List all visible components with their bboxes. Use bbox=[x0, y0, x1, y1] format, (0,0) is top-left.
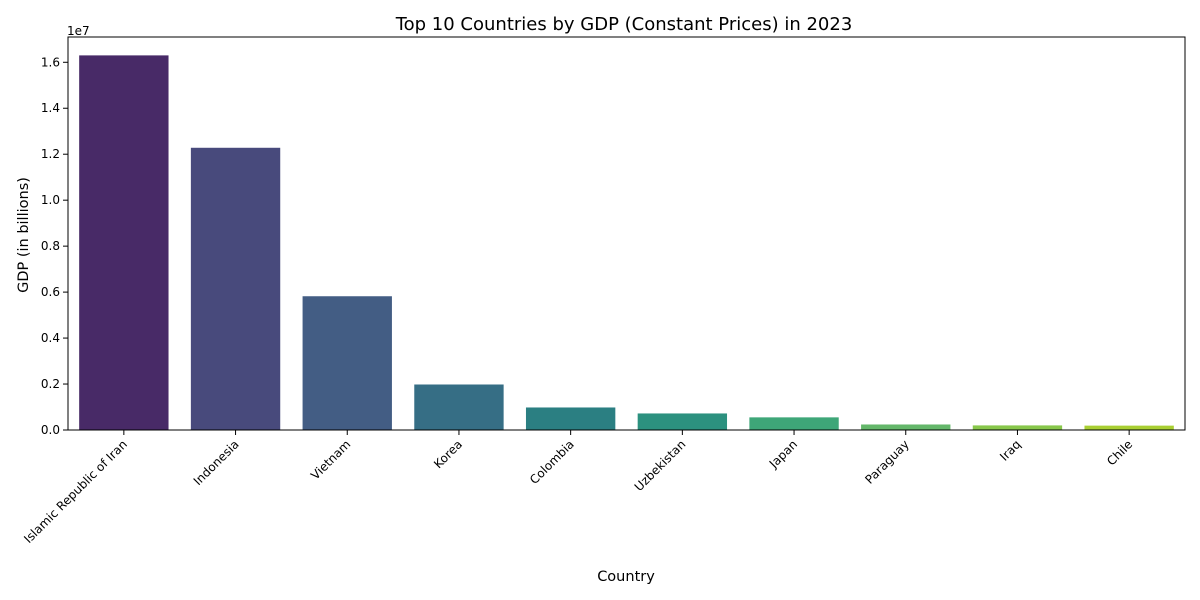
x-tick-label: Chile bbox=[1104, 437, 1135, 468]
bars bbox=[79, 55, 1174, 431]
y-axis-label: GDP (in billions) bbox=[16, 177, 32, 293]
bar-colombia bbox=[525, 407, 616, 430]
y-tick-label: 0.8 bbox=[41, 239, 60, 253]
y-tick-label: 1.6 bbox=[41, 55, 60, 69]
x-tick-label: Indonesia bbox=[191, 437, 242, 488]
x-tick-label: Korea bbox=[431, 437, 465, 471]
y-tick-label: 1.0 bbox=[41, 193, 60, 207]
bar-vietnam bbox=[302, 296, 392, 430]
x-tick-label: Vietnam bbox=[308, 437, 353, 482]
y-axis-offset-label: 1e7 bbox=[67, 24, 90, 38]
bar-korea bbox=[414, 384, 504, 430]
bar-paraguay bbox=[861, 424, 951, 430]
y-tick-label: 0.6 bbox=[41, 285, 60, 299]
x-tick-label: Paraguay bbox=[862, 437, 912, 487]
bar-indonesia bbox=[190, 147, 281, 430]
chart-title: Top 10 Countries by GDP (Constant Prices… bbox=[395, 14, 853, 35]
bar-japan bbox=[749, 417, 839, 430]
x-tick-label: Iraq bbox=[997, 437, 1023, 463]
x-tick-label: Islamic Republic of Iran bbox=[21, 437, 130, 546]
x-tick-label: Colombia bbox=[527, 437, 577, 487]
x-axis-label: Country bbox=[597, 569, 655, 585]
y-tick-label: 0.4 bbox=[41, 331, 60, 345]
x-tick-label: Uzbekistan bbox=[632, 437, 689, 494]
x-tick-label: Japan bbox=[766, 437, 800, 471]
y-tick-label: 1.4 bbox=[41, 101, 60, 115]
bar-uzbekistan bbox=[637, 413, 728, 430]
bar-islamic-republic-of-iran bbox=[79, 55, 169, 431]
y-axis-ticks: 0.0 0.2 0.4 0.6 0.8 1.0 1.2 1.4 1.6 bbox=[41, 55, 68, 437]
x-axis-ticks: Islamic Republic of Iran Indonesia Vietnam… bbox=[21, 430, 1135, 546]
y-tick-label: 0.2 bbox=[41, 377, 60, 391]
plot-area-frame bbox=[67, 36, 1186, 431]
y-tick-label: 0.0 bbox=[41, 423, 60, 437]
bar-iraq bbox=[972, 425, 1063, 430]
y-tick-label: 1.2 bbox=[41, 147, 60, 161]
bar-chile bbox=[1084, 425, 1174, 430]
